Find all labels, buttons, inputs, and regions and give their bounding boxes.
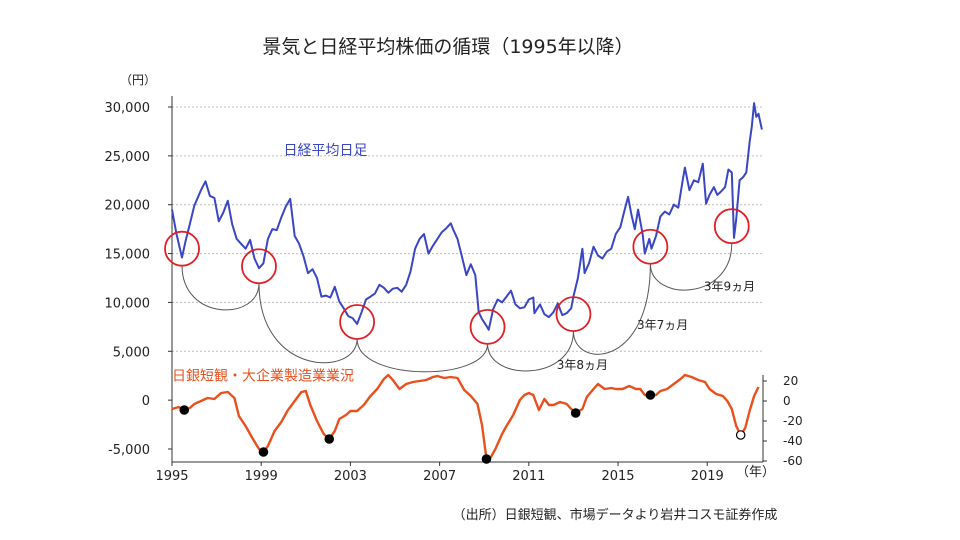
left-axis-tick-label: 15,000 bbox=[105, 248, 151, 263]
left-axis-tick-label: -5,000 bbox=[108, 443, 150, 458]
right-axis-tick-label: -20 bbox=[783, 414, 803, 428]
curves-layer bbox=[181, 243, 733, 373]
trough-circle bbox=[632, 228, 669, 265]
x-axis-tick-label: 2003 bbox=[334, 469, 367, 484]
left-axis-tick-label: 0 bbox=[142, 394, 150, 409]
right-axis: 20 0 -20 -40 -60 bbox=[762, 374, 803, 468]
trough-circle bbox=[164, 230, 200, 267]
source-note: （出所）日銀短観、市場データより岩井コスモ証券作成 bbox=[453, 507, 778, 523]
right-axis-tick-label: -60 bbox=[783, 454, 803, 468]
nikkei-line bbox=[171, 102, 763, 331]
trough-marker bbox=[258, 447, 269, 457]
trough-circle bbox=[469, 308, 506, 345]
cycle-arc bbox=[572, 263, 651, 355]
right-axis-tick-label: 20 bbox=[783, 374, 798, 388]
trough-marker bbox=[481, 454, 492, 464]
left-axis-tick-label: 20,000 bbox=[105, 199, 151, 214]
right-axis-tick-label: -40 bbox=[783, 434, 803, 448]
trough-marker bbox=[570, 408, 581, 418]
left-axis: （円） 30,000 25,000 20,000 15,000 10,000 5,000 0… bbox=[105, 73, 173, 462]
x-axis-tick-label: 2007 bbox=[423, 469, 456, 484]
trough-circle bbox=[713, 208, 750, 245]
trough-marker-open bbox=[735, 430, 746, 440]
left-axis-unit-label: （円） bbox=[120, 73, 156, 87]
left-axis-tick-label: 5,000 bbox=[113, 345, 150, 360]
x-axis-unit-label: （年） bbox=[736, 465, 775, 480]
markers-layer bbox=[164, 208, 750, 464]
nikkei-series-label: 日経平均日足 bbox=[284, 143, 368, 159]
trough-circle bbox=[339, 304, 376, 340]
x-axis: （年） 1995 1999 2003 2007 2011 2015 2019 bbox=[155, 461, 775, 484]
x-axis-tick-label: 2019 bbox=[691, 469, 724, 484]
right-axis-tick-label: 0 bbox=[783, 394, 791, 408]
trough-marker bbox=[645, 390, 656, 400]
chart-title: 景気と日経平均株価の循環（1995年以降） bbox=[262, 36, 633, 58]
x-axis-tick-label: 2011 bbox=[512, 469, 545, 484]
tankan-line bbox=[171, 373, 760, 461]
duration-label: 3年8ヵ月 bbox=[557, 358, 608, 372]
trough-circle bbox=[555, 296, 592, 333]
left-axis-tick-label: 25,000 bbox=[105, 150, 151, 165]
series-layer bbox=[171, 102, 763, 461]
gridlines bbox=[172, 106, 763, 352]
cycle-arc bbox=[181, 265, 260, 311]
x-axis-tick-label: 1995 bbox=[155, 469, 188, 484]
left-axis-tick-label: 30,000 bbox=[105, 101, 151, 116]
cycle-arc bbox=[356, 338, 489, 373]
x-axis-tick-label: 1999 bbox=[245, 469, 278, 484]
trough-circle bbox=[241, 248, 277, 285]
trough-marker bbox=[179, 405, 190, 415]
cycle-arc bbox=[487, 331, 574, 372]
duration-label: 3年9ヵ月 bbox=[704, 280, 755, 294]
left-axis-tick-label: 10,000 bbox=[105, 296, 151, 311]
cycle-arc bbox=[649, 243, 733, 291]
trough-marker bbox=[324, 434, 335, 444]
tankan-series-label: 日銀短観・大企業製造業業況 bbox=[172, 368, 354, 385]
cycle-arc bbox=[258, 283, 358, 364]
x-axis-tick-label: 2015 bbox=[601, 469, 634, 484]
duration-label: 3年7ヵ月 bbox=[637, 318, 688, 332]
